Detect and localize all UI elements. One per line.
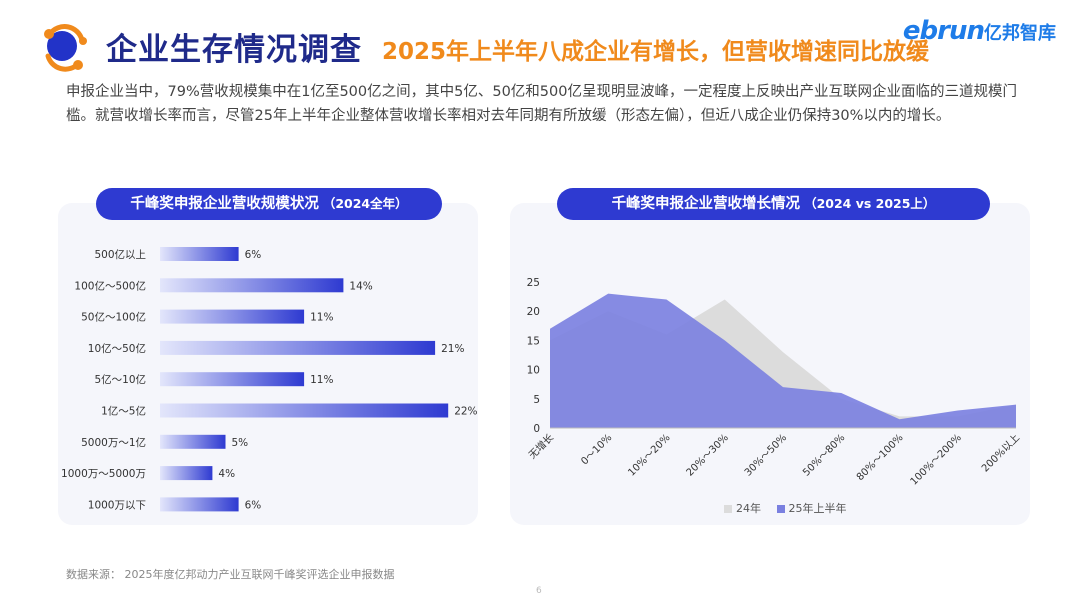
x-tick-label: 0～10% xyxy=(579,432,614,467)
bar-category-label: 1000万以下 xyxy=(88,499,146,511)
bar-value-label: 5% xyxy=(232,437,249,449)
page-number: 6 xyxy=(536,586,542,596)
y-tick-label: 25 xyxy=(527,277,540,289)
bar-category-label: 5000万～1亿 xyxy=(81,436,146,449)
x-tick-label: 20%～30% xyxy=(685,432,731,478)
brand-logo-en: ebrun xyxy=(902,16,985,46)
x-tick-label: 10%～20% xyxy=(626,432,672,478)
bar xyxy=(160,372,305,387)
bar xyxy=(160,278,344,293)
revenue-scale-panel xyxy=(58,203,478,525)
bar xyxy=(160,434,226,449)
revenue-growth-title-year: （2024 vs 2025上） xyxy=(804,196,936,211)
bar-category-label: 1亿～5亿 xyxy=(101,405,146,418)
bar-category-label: 1000万～5000万 xyxy=(61,468,146,480)
intro-paragraph: 申报企业当中，79%营收规模集中在1亿至500亿之间，其中5亿、50亿和500亿… xyxy=(66,84,1017,124)
bar-category-label: 50亿～100亿 xyxy=(81,311,146,324)
page-subtitle: 2025年上半年八成企业有增长，但营收增速同比放缓 xyxy=(382,39,930,65)
revenue-scale-title-year: （2024全年） xyxy=(322,196,408,211)
x-tick-label: 80%～100% xyxy=(855,432,906,483)
bar-category-label: 500亿以上 xyxy=(94,248,146,261)
revenue-scale-title-text: 千峰奖申报企业营收规模状况 xyxy=(130,196,319,212)
bar-category-label: 100亿～500亿 xyxy=(74,279,146,292)
bar-category-label: 5亿～10亿 xyxy=(94,373,146,386)
revenue-growth-area-chart: 0 5 10 15 20 25 无增长 0～10% 10%～20% 20%～30% 30%～50% 5… xyxy=(526,277,1022,488)
legend-label-25h1: 25年上半年 xyxy=(788,502,847,515)
bar xyxy=(160,309,305,324)
bar xyxy=(160,466,213,481)
revenue-scale-title: 千峰奖申报企业营收规模状况 （2024全年） xyxy=(96,188,442,220)
bar-value-label: 6% xyxy=(245,499,262,511)
revenue-growth-title: 千峰奖申报企业营收增长情况 （2024 vs 2025上） xyxy=(557,188,990,220)
area-series-25h1 xyxy=(550,293,1016,428)
revenue-growth-title-text: 千峰奖申报企业营收增长情况 xyxy=(611,196,801,212)
legend-item-25h1: 25年上半年 xyxy=(776,500,847,516)
bar-value-label: 11% xyxy=(310,312,333,324)
bar-value-label: 11% xyxy=(310,374,333,386)
bar-category-label: 10亿～50亿 xyxy=(88,342,146,355)
page-title: 企业生存情况调查 xyxy=(106,32,362,68)
x-tick-label: 100%～200% xyxy=(909,432,964,487)
legend-item-24: 24年 xyxy=(724,500,761,516)
bar xyxy=(160,497,239,512)
bar-value-label: 22% xyxy=(454,406,477,418)
revenue-scale-bar-chart: 500亿以上 6% 100亿～500亿 14% 50亿～100亿 11% 10亿～50亿 21… xyxy=(61,247,478,512)
y-tick-label: 0 xyxy=(533,423,540,435)
bar-value-label: 6% xyxy=(245,249,262,261)
x-tick-label: 30%～50% xyxy=(743,432,789,478)
bar-value-label: 14% xyxy=(349,280,372,292)
bar xyxy=(160,340,436,355)
area-chart-legend: 24年 25年上半年 xyxy=(724,500,859,516)
legend-label-24: 24年 xyxy=(736,502,761,515)
x-tick-label: 200%以上 xyxy=(979,432,1022,475)
y-tick-label: 10 xyxy=(527,365,540,377)
logo-molecule-icon xyxy=(44,24,87,72)
bar-value-label: 4% xyxy=(218,468,235,480)
x-tick-label: 无增长 xyxy=(526,431,556,461)
y-tick-label: 15 xyxy=(527,335,540,347)
brand-logo-cn: 亿邦智库 xyxy=(984,23,1056,44)
x-tick-label: 50%～80% xyxy=(801,432,847,478)
bar-value-label: 21% xyxy=(441,343,464,355)
data-source-note: 数据来源： 2025年度亿邦动力产业互联网千峰奖评选企业申报数据 xyxy=(66,568,395,581)
y-tick-label: 20 xyxy=(527,306,540,318)
y-tick-label: 5 xyxy=(533,394,540,406)
bar xyxy=(160,247,239,261)
bar xyxy=(160,403,449,418)
brand-logo: ebrun亿邦智库 xyxy=(903,16,1056,46)
